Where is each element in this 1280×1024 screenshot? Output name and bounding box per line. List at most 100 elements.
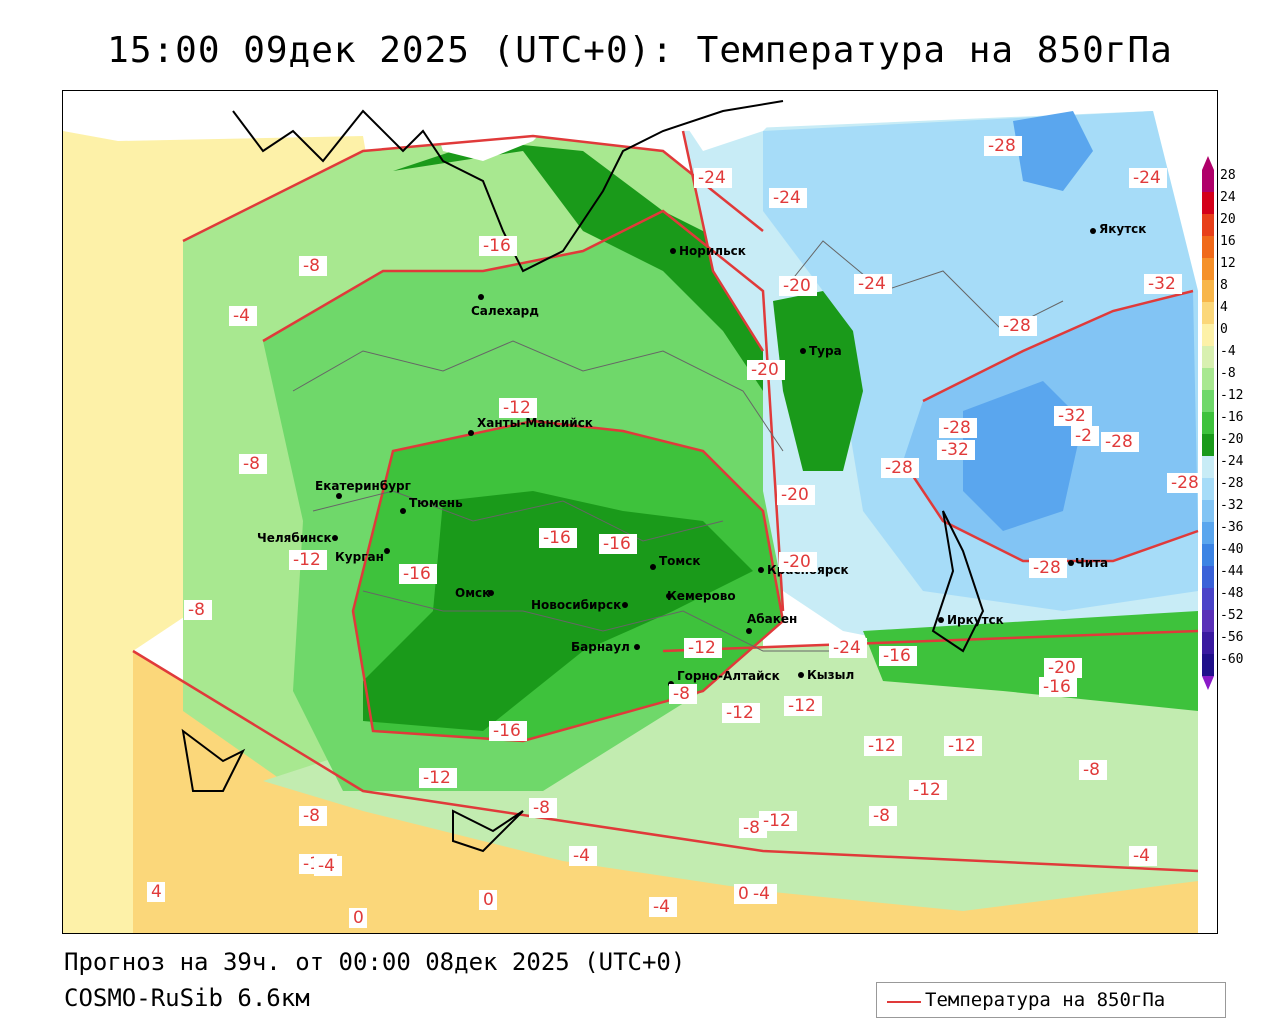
colorbar-tick-label: -4 [1220, 344, 1236, 359]
legend: Температура на 850гПа [876, 982, 1226, 1018]
isotherm-value-label: -20 [747, 360, 785, 380]
isotherm-value-label: -8 [299, 256, 327, 276]
svg-text:-8: -8 [1083, 760, 1100, 780]
colorbar-segment [1202, 368, 1214, 390]
svg-text:-12: -12 [763, 811, 791, 831]
colorbar-tick-label: -56 [1220, 630, 1244, 645]
isotherm-lines [132, 130, 1199, 873]
city-marker [938, 617, 944, 623]
svg-text:0: 0 [483, 890, 494, 910]
isotherm-line [922, 289, 1194, 403]
isotherm-value-label: -2 [1071, 426, 1099, 446]
city-marker [798, 672, 804, 678]
zone-south-light [263, 631, 1198, 911]
city-label: Салехард [471, 304, 539, 318]
colorbar-segment [1202, 632, 1214, 654]
isotherm-value-label: -8 [184, 600, 212, 620]
svg-text:-28: -28 [1171, 473, 1199, 493]
colorbar-segment [1202, 456, 1214, 478]
isotherm-value-label: -16 [489, 721, 527, 741]
colorbar-segment [1202, 610, 1214, 632]
forecast-info: Прогноз на 39ч. от 00:00 08дек 2025 (UTC… [64, 948, 686, 976]
svg-text:-8: -8 [533, 798, 550, 818]
svg-text:-12: -12 [293, 550, 321, 570]
map-panel[interactable]: Норильск Якутск Салехард Тура Ханты-Мансийск… [62, 90, 1218, 934]
svg-text:-4: -4 [653, 897, 670, 917]
colorbar-tick-label: 4 [1220, 300, 1228, 315]
svg-text:-12: -12 [913, 780, 941, 800]
city-marker [670, 248, 676, 254]
isotherm-value-label: -12 [759, 811, 797, 831]
colorbar-tick-label: -8 [1220, 366, 1236, 381]
colorbar-segment [1202, 236, 1214, 258]
city-marker [1090, 228, 1096, 234]
isotherm-line [662, 629, 1199, 653]
isotherm-value-label: -4 [1129, 846, 1157, 866]
svg-text:-12: -12 [788, 696, 816, 716]
temperature-map[interactable]: Норильск Якутск Салехард Тура Ханты-Мансийск… [63, 91, 1218, 934]
model-info: COSMO-RuSib 6.6км [64, 984, 310, 1012]
svg-text:-4: -4 [1133, 846, 1150, 866]
colorbar-tick-label: -48 [1220, 586, 1244, 601]
colorbar-segment [1202, 500, 1214, 522]
colorbar-tick-label: -44 [1220, 564, 1244, 579]
isotherm-value-label: -8 [869, 806, 897, 826]
colorbar-segment [1202, 478, 1214, 500]
isotherm-value-label: -16 [539, 528, 577, 548]
colorbar-segment [1202, 324, 1214, 346]
isotherm-value-label: -12 [722, 703, 760, 723]
isotherm-value-label: -12 [784, 696, 822, 716]
svg-text:-12: -12 [503, 398, 531, 418]
svg-text:-24: -24 [698, 168, 726, 188]
colorbar-tick-label: 8 [1220, 278, 1228, 293]
svg-text:-16: -16 [883, 646, 911, 666]
zone-minus-20-west [363, 491, 753, 731]
city-label: Норильск [679, 244, 746, 258]
isotherm-line [132, 649, 1199, 873]
svg-text:-24: -24 [1133, 168, 1161, 188]
colorbar-segment [1202, 170, 1214, 192]
colorbar-tick-label: -12 [1220, 388, 1244, 403]
svg-text:-8: -8 [243, 454, 260, 474]
kara-sea [423, 91, 583, 161]
isotherm-value-label: -24 [829, 638, 867, 658]
isotherm-value-label: -16 [599, 534, 637, 554]
city-marker [478, 294, 484, 300]
isotherm-value-label: -28 [939, 418, 977, 438]
city-label: Чита [1075, 556, 1108, 570]
city-marker [488, 590, 494, 596]
isotherm-value-label: 0 [734, 884, 752, 904]
isotherm-value-label: -12 [864, 736, 902, 756]
isotherm-value-label: -20 [1044, 658, 1082, 678]
colorbar-tick-label: -24 [1220, 454, 1244, 469]
svg-text:-8: -8 [743, 818, 760, 838]
city-label: Ханты-Мансийск [477, 416, 593, 430]
isotherm-value-label: -28 [881, 458, 919, 478]
colorbar-arrow-top [1202, 156, 1214, 170]
isotherm-value-label: -12 [909, 780, 947, 800]
colorbar-tick-label: -36 [1220, 520, 1244, 535]
isotherm-line [351, 419, 785, 743]
city-marker [746, 628, 752, 634]
legend-line-sample [887, 1001, 921, 1003]
svg-text:-28: -28 [988, 136, 1016, 156]
isotherm-value-label: -28 [1101, 432, 1139, 452]
isotherm-value-label: -12 [944, 736, 982, 756]
svg-text:-32: -32 [1058, 406, 1086, 426]
city-label: Горно-Алтайск [677, 669, 780, 683]
isotherm-value-label: -12 [289, 550, 327, 570]
svg-text:-20: -20 [1048, 658, 1076, 678]
isotherm-value-label: 0 [479, 890, 497, 910]
city-marker [336, 493, 342, 499]
colorbar-tick-label: -40 [1220, 542, 1244, 557]
svg-text:-20: -20 [783, 276, 811, 296]
colorbar-segment [1202, 412, 1214, 434]
map-title: 15:00 09дек 2025 (UTC+0): Температура на… [107, 30, 1173, 71]
isotherm-value-label: -16 [399, 564, 437, 584]
border-line [312, 490, 724, 542]
isotherm-value-label: 4 [147, 882, 165, 902]
colorbar-tick-label: 0 [1220, 322, 1228, 337]
svg-text:-8: -8 [188, 600, 205, 620]
colorbar-segment [1202, 544, 1214, 566]
isotherm-value-label: -20 [779, 276, 817, 296]
